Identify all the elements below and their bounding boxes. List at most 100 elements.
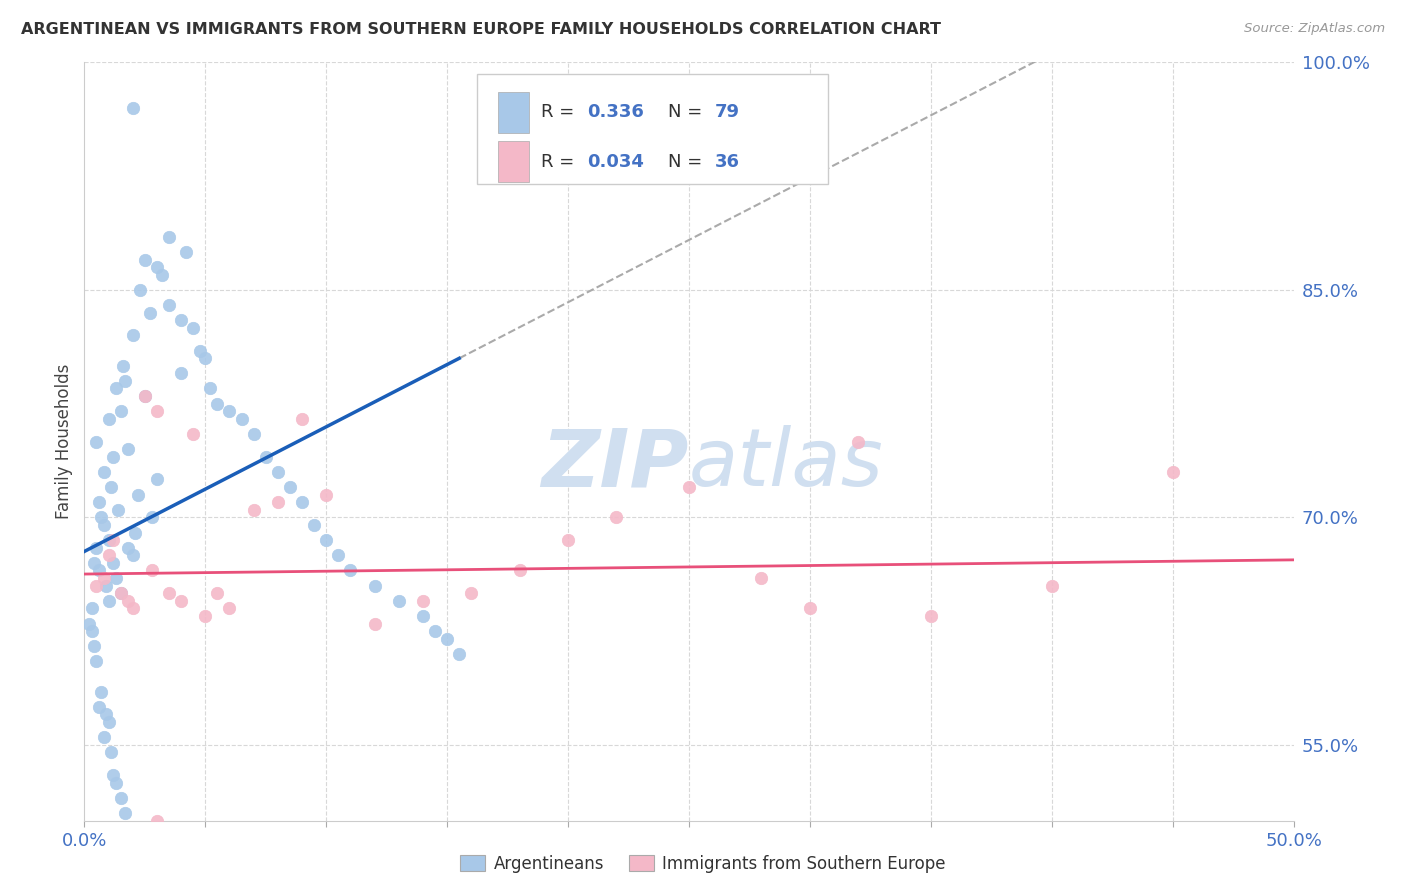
Point [363,578,385,592]
Point [181,426,204,441]
Point [315,533,337,547]
Text: 79: 79 [714,103,740,121]
Point [146,404,169,418]
Point [97,548,120,563]
Point [93,571,115,585]
Text: R =: R = [541,103,581,121]
Point [90,510,112,524]
FancyBboxPatch shape [478,74,828,184]
Point [423,624,446,638]
Text: 36: 36 [714,153,740,170]
Point [93,465,115,479]
Point [103,533,125,547]
FancyBboxPatch shape [498,92,529,133]
Point [134,252,156,267]
Point [157,586,180,600]
Point [1040,578,1063,592]
Point [97,594,120,608]
Point [121,548,143,563]
Point [799,601,821,615]
Point [110,791,132,805]
Point [157,298,180,312]
Point [87,699,110,714]
Text: ZIP: ZIP [541,425,689,503]
Point [231,412,253,426]
Point [449,647,471,661]
Point [278,480,301,494]
Point [80,624,103,638]
Point [678,480,700,494]
Point [103,768,125,782]
Point [80,601,103,615]
Point [194,837,217,851]
Point [218,601,240,615]
Point [267,495,290,509]
Point [557,533,579,547]
FancyBboxPatch shape [498,141,529,182]
Point [388,594,411,608]
Point [509,564,531,578]
Point [104,571,127,585]
Point [103,450,125,464]
Point [920,608,942,623]
Point [170,594,193,608]
Point [291,412,314,426]
Point [412,594,434,608]
Point [114,806,136,821]
Text: R =: R = [541,153,581,170]
Point [110,404,132,418]
Point [86,434,108,449]
Point [412,608,434,623]
Point [194,608,217,623]
Text: atlas: atlas [689,425,884,503]
Point [363,616,385,631]
Point [134,389,156,403]
Point [129,283,152,297]
Point [117,442,139,456]
Point [242,829,264,843]
Point [127,487,149,501]
Point [97,533,120,547]
Point [207,586,229,600]
Point [97,412,120,426]
Point [267,465,290,479]
Point [141,564,163,578]
Y-axis label: Family Households: Family Households [55,364,73,519]
Point [121,601,143,615]
Point [94,707,117,722]
Point [460,586,482,600]
Point [605,510,627,524]
Point [97,714,120,729]
Point [242,502,264,516]
Text: 0.034: 0.034 [588,153,644,170]
Point [104,382,127,396]
Point [87,495,110,509]
Point [86,541,108,555]
Point [103,556,125,570]
Point [846,434,869,449]
Point [83,639,105,653]
Point [157,229,180,244]
Point [751,571,773,585]
Text: ARGENTINEAN VS IMMIGRANTS FROM SOUTHERN EUROPE FAMILY HOUSEHOLDS CORRELATION CHA: ARGENTINEAN VS IMMIGRANTS FROM SOUTHERN … [21,22,941,37]
Point [77,616,100,631]
Point [339,564,361,578]
Point [218,404,240,418]
Text: 0.336: 0.336 [588,103,644,121]
Point [436,632,458,646]
Point [100,745,122,759]
Point [315,487,337,501]
Point [93,730,115,744]
Point [254,450,277,464]
Point [1161,465,1184,479]
Point [174,244,197,259]
Point [207,396,229,410]
Point [198,382,221,396]
Point [146,814,169,828]
Point [121,328,143,343]
Point [242,426,264,441]
Point [150,268,173,282]
Point [170,366,193,380]
Point [302,517,325,532]
Point [124,525,146,540]
